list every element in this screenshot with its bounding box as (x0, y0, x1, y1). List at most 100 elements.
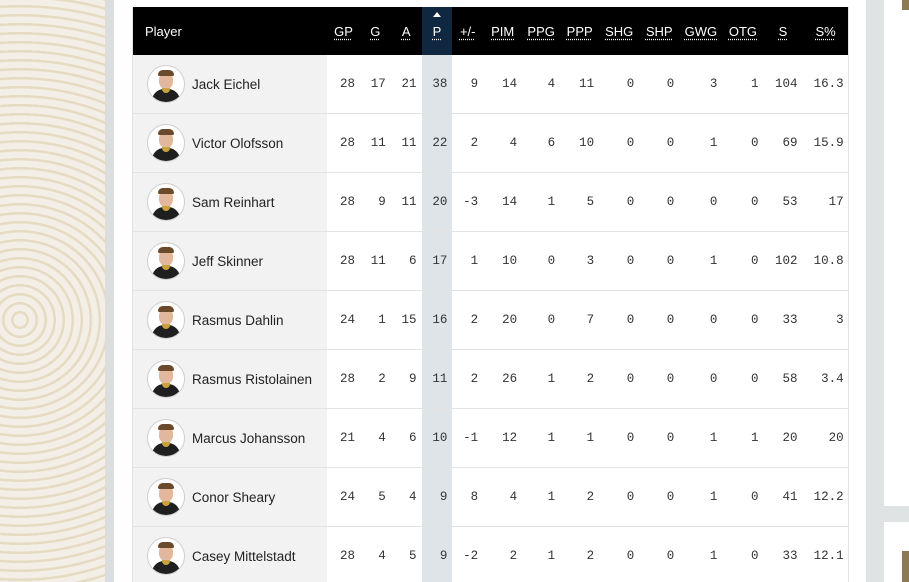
column-header-gwg[interactable]: GWG (679, 7, 723, 55)
column-header-pim[interactable]: PIM (483, 7, 523, 55)
stat-cell-gwg: 1 (679, 113, 723, 173)
stat-cell-gp: 28 (327, 231, 360, 291)
stat-cell-otg: 1 (722, 55, 764, 114)
player-headshot-icon (147, 242, 185, 280)
stats-table-scroll-container[interactable]: PlayerGPGAP+/-PIMPPGPPPSHGSHPGWGOTGSS%F … (132, 7, 849, 582)
player-name-link[interactable]: Rasmus Ristolainen (192, 371, 313, 387)
stat-cell-p: 11 (421, 349, 453, 409)
player-headshot-icon (147, 301, 185, 339)
player-name-link[interactable]: Jack Eichel (192, 76, 261, 92)
stat-cell-a: 6 (390, 231, 422, 291)
player-name-link[interactable]: Victor Olofsson (192, 135, 284, 151)
decorative-background-left (0, 0, 105, 582)
stat-cell-gp: 24 (327, 467, 360, 527)
column-header-player[interactable]: Player (133, 7, 328, 55)
player-name-link[interactable]: Jeff Skinner (192, 253, 264, 269)
column-header-shg[interactable]: SHG (599, 7, 640, 55)
player-cell: Jack Eichel (133, 55, 328, 114)
stat-cell-pm: -3 (452, 172, 484, 232)
stat-cell-g: 17 (359, 55, 391, 114)
table-row[interactable]: Rasmus Dahlin 24 1 15 16 2 20 0 7 0 0 0 0 33 3 (133, 290, 848, 350)
column-header-ppp[interactable]: PPP (560, 7, 600, 55)
column-header-p[interactable]: P (421, 7, 453, 55)
table-row[interactable]: Marcus Johansson 21 4 6 10 -1 12 1 1 0 0 1 1 20 20 (133, 408, 848, 468)
stat-cell-ppg: 1 (522, 172, 561, 232)
stat-cell-ppg: 1 (522, 408, 561, 468)
stat-cell-s: 33 (763, 526, 803, 582)
stat-cell-shg: 0 (599, 526, 640, 582)
column-header-label: S (778, 23, 788, 39)
column-header-label: S% (815, 23, 836, 39)
stat-cell-shp: 0 (639, 290, 680, 350)
stat-cell-g: 2 (359, 349, 391, 409)
stat-cell-otg: 0 (722, 290, 764, 350)
stat-cell-gp: 28 (327, 349, 360, 409)
table-row[interactable]: Rasmus Ristolainen 28 2 9 11 2 26 1 2 0 0 0 0 58 3.4 (133, 349, 848, 409)
player-name-link[interactable]: Conor Sheary (192, 489, 276, 505)
column-header-gp[interactable]: GP (327, 7, 360, 55)
player-name-link[interactable]: Sam Reinhart (192, 194, 275, 210)
player-cell: Jeff Skinner (133, 231, 328, 291)
stat-cell-otg: 0 (722, 172, 764, 232)
column-header-ppg[interactable]: PPG (522, 7, 561, 55)
stat-cell-shp: 0 (639, 172, 680, 232)
column-header-label: A (401, 23, 411, 39)
player-headshot-icon (147, 537, 185, 575)
stat-cell-shg: 0 (599, 172, 640, 232)
player-name-link[interactable]: Marcus Johansson (192, 430, 306, 446)
stat-cell-spct: 3.4 (802, 349, 848, 409)
table-row[interactable]: Victor Olofsson 28 11 11 22 2 4 6 10 0 0 1 0 69 15.9 (133, 113, 848, 173)
stat-cell-s: 41 (763, 467, 803, 527)
stat-cell-ppp: 10 (560, 113, 600, 173)
column-header-label: SHG (605, 23, 634, 39)
player-cell: Rasmus Ristolainen (133, 349, 328, 409)
player-cell: Casey Mittelstadt (133, 526, 328, 582)
stat-cell-ppp: 7 (560, 290, 600, 350)
stat-cell-a: 6 (390, 408, 422, 468)
stat-cell-pm: 2 (452, 349, 484, 409)
stat-cell-spct: 12.1 (802, 526, 848, 582)
player-headshot-icon (147, 360, 185, 398)
sort-up-icon (432, 12, 441, 17)
stat-cell-pm: 2 (452, 290, 484, 350)
stat-cell-gwg: 1 (679, 231, 723, 291)
stat-cell-gp: 28 (327, 172, 360, 232)
table-row[interactable]: Conor Sheary 24 5 4 9 8 4 1 2 0 0 1 0 41 12.2 (133, 467, 848, 527)
sidebar-card (884, 0, 909, 506)
stat-cell-ppg: 0 (522, 290, 561, 350)
stat-cell-ppg: 1 (522, 526, 561, 582)
column-header-label: GP (334, 23, 353, 39)
stat-cell-gwg: 0 (679, 349, 723, 409)
stat-cell-otg: 0 (722, 113, 764, 173)
stat-cell-a: 11 (390, 113, 422, 173)
stat-cell-ppp: 5 (560, 172, 600, 232)
stat-cell-ppg: 4 (522, 55, 561, 114)
stat-cell-g: 11 (359, 113, 391, 173)
column-header-pm[interactable]: +/- (452, 7, 484, 55)
column-header-shp[interactable]: SHP (639, 7, 680, 55)
table-body: Jack Eichel28172138914411003110416.34Vic… (133, 55, 848, 582)
player-name-link[interactable]: Rasmus Dahlin (192, 312, 284, 328)
column-header-a[interactable]: A (390, 7, 422, 55)
stat-cell-shg: 0 (599, 467, 640, 527)
stat-cell-g: 9 (359, 172, 391, 232)
stat-cell-a: 21 (390, 55, 422, 114)
stat-cell-ppg: 1 (522, 467, 561, 527)
stat-cell-pm: -1 (452, 408, 484, 468)
column-header-label: PIM (491, 23, 515, 39)
column-header-s[interactable]: S (763, 7, 803, 55)
stat-cell-pim: 26 (483, 349, 523, 409)
stat-cell-gwg: 1 (679, 526, 723, 582)
stat-cell-spct: 17 (802, 172, 848, 232)
column-header-spct[interactable]: S% (802, 7, 848, 55)
column-header-g[interactable]: G (359, 7, 391, 55)
stat-cell-pim: 12 (483, 408, 523, 468)
player-name-link[interactable]: Casey Mittelstadt (192, 548, 296, 564)
column-header-otg[interactable]: OTG (722, 7, 764, 55)
stat-cell-pim: 10 (483, 231, 523, 291)
stat-cell-a: 15 (390, 290, 422, 350)
